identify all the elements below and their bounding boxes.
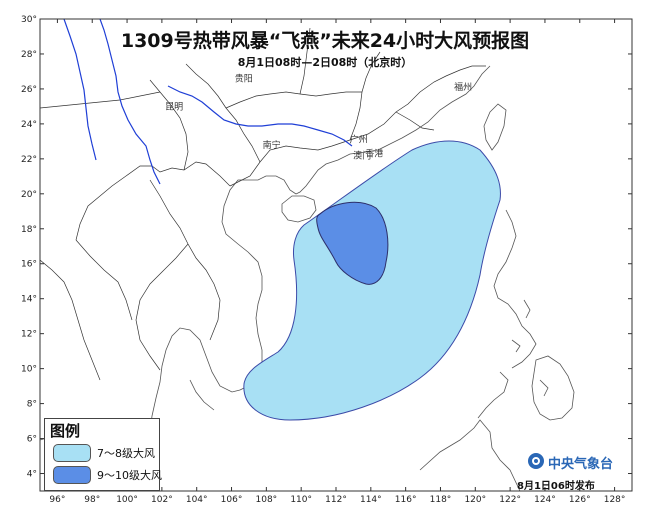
lat-tick-label: 16° (21, 260, 37, 270)
lat-tick-label: 22° (21, 155, 37, 165)
lon-tick-label: 102° (151, 495, 173, 505)
lat-tick-label: 14° (21, 295, 37, 305)
lat-tick-label: 10° (21, 365, 37, 375)
city-label: 福州 (454, 81, 472, 93)
lon-tick-label: 116° (395, 495, 417, 505)
axis-ticks: 96° 98° 100° 102° 104° 106° 108° 110° 112° 114° 11… (21, 15, 632, 505)
lat-tick-label: 30° (21, 15, 37, 25)
lat-tick-label: 18° (21, 225, 37, 235)
map-subtitle: 8月1日08时—2日08时（北京时） (237, 56, 413, 69)
publisher-name: 中央气象台 (548, 457, 614, 472)
lon-tick-label: 104° (186, 495, 208, 505)
lon-tick-label: 126° (569, 495, 591, 505)
legend-swatch-7-8 (53, 444, 91, 462)
lon-tick-label: 112° (325, 495, 347, 505)
city-label: 香港 (365, 148, 383, 160)
lon-tick-label: 120° (464, 495, 486, 505)
issue-time: 8月1日06时发布 (517, 481, 595, 492)
lon-tick-label: 124° (534, 495, 556, 505)
legend-swatch-9-10 (53, 466, 91, 484)
legend-title: 图例 (50, 422, 81, 440)
lon-tick-label: 114° (360, 495, 382, 505)
legend-label-7-8: 7～8级大风 (97, 447, 155, 460)
lon-tick-label: 108° (256, 495, 278, 505)
city-label: 澳门 (353, 149, 371, 161)
lat-tick-label: 20° (21, 190, 37, 200)
legend-box: 图例 7～8级大风 9～10级大风 (44, 418, 162, 491)
map-title: 1309号热带风暴“飞燕”未来24小时大风预报图 (120, 30, 530, 52)
lon-tick-label: 96° (49, 495, 65, 505)
city-label: 昆明 (165, 101, 183, 112)
legend-label-9-10: 9～10级大风 (97, 469, 162, 482)
lat-tick-label: 26° (21, 85, 37, 95)
lon-tick-label: 118° (430, 495, 452, 505)
rivers (63, 19, 353, 185)
lon-tick-label: 98° (84, 495, 100, 505)
lat-tick-label: 24° (21, 120, 37, 130)
city-label: 贵阳 (235, 72, 253, 84)
lon-tick-label: 106° (221, 495, 243, 505)
city-label: 南宁 (263, 139, 281, 151)
lat-tick-label: 6° (27, 435, 37, 445)
lat-tick-label: 8° (27, 400, 37, 410)
lat-tick-label: 4° (27, 470, 37, 480)
lon-tick-label: 128° (604, 495, 626, 505)
gale-area-9-10 (316, 201, 389, 285)
lon-tick-label: 100° (116, 495, 138, 505)
lon-tick-label: 122° (499, 495, 521, 505)
lat-tick-label: 12° (21, 330, 37, 340)
cma-logo-icon (528, 453, 544, 469)
lon-tick-label: 110° (290, 495, 312, 505)
lat-tick-label: 28° (21, 50, 37, 60)
city-label: 广州 (350, 134, 368, 146)
